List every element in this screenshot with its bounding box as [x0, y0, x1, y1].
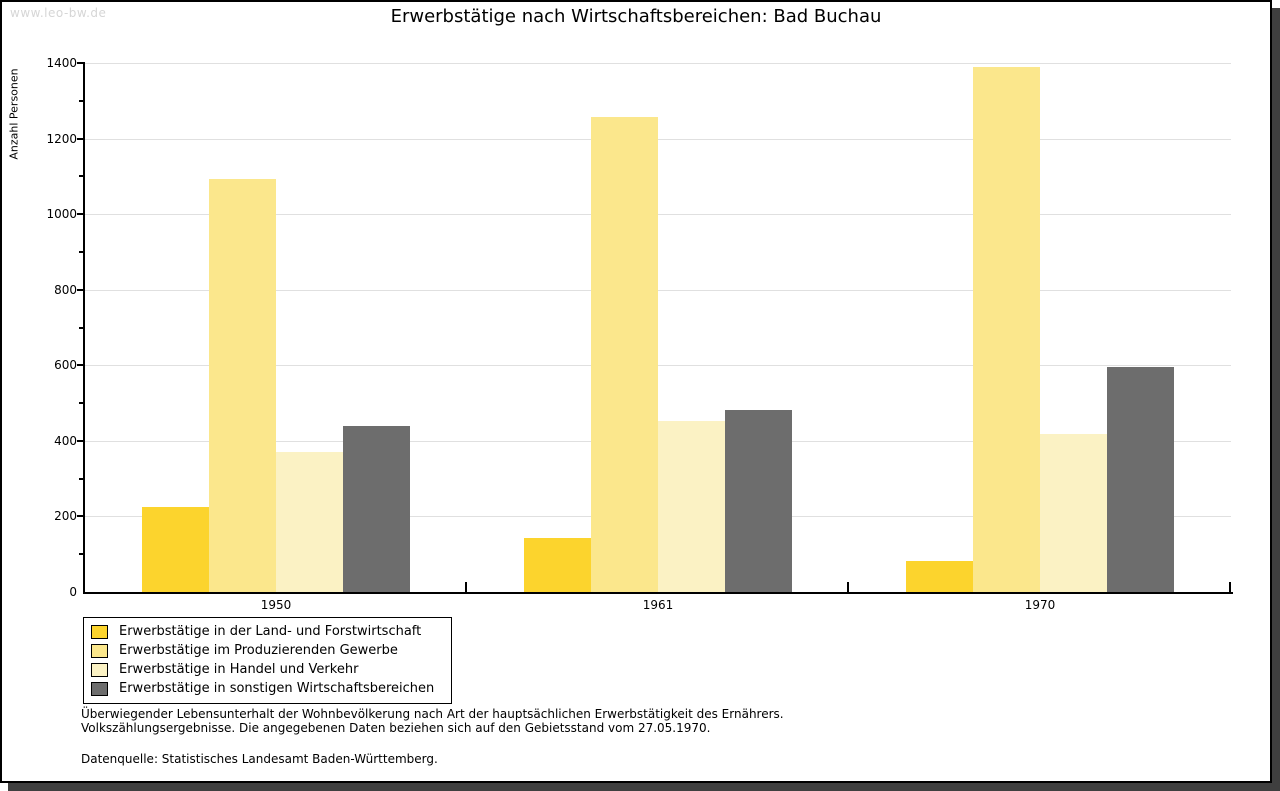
- gridline: [85, 63, 1231, 64]
- footnote-line-1: Überwiegender Lebensunterhalt der Wohnbe…: [81, 707, 784, 721]
- y-tick-major: [77, 364, 85, 367]
- gridline: [85, 289, 1231, 291]
- gridline: [85, 214, 1231, 216]
- bar: [524, 537, 591, 592]
- footnote-line-2: Volkszählungsergebnisse. Die angegebenen…: [81, 721, 711, 735]
- y-tick-major: [77, 439, 85, 442]
- legend-item: Erwerbstätige in sonstigen Wirtschaftsbe…: [84, 679, 451, 698]
- bar: [906, 560, 973, 592]
- watermark: www.leo-bw.de: [10, 6, 107, 20]
- y-tick-label: 400: [54, 433, 77, 448]
- page-shadow-right: [1272, 8, 1280, 791]
- bar: [591, 116, 658, 592]
- legend-label: Erwerbstätige in sonstigen Wirtschaftsbe…: [119, 681, 435, 696]
- x-tick: [465, 582, 467, 592]
- bar: [209, 179, 276, 592]
- footnote-source: Datenquelle: Statistisches Landesamt Bad…: [81, 752, 438, 766]
- bar: [1040, 434, 1107, 592]
- y-tick-minor: [79, 402, 83, 405]
- chart-title: Erwerbstätige nach Wirtschaftsbereichen:…: [390, 6, 882, 27]
- y-tick-major: [77, 515, 85, 518]
- legend-swatch: [91, 643, 108, 658]
- y-tick-label: 200: [54, 509, 77, 524]
- page-shadow-bottom: [8, 783, 1280, 791]
- legend-item: Erwerbstätige in der Land- und Forstwirt…: [84, 622, 451, 641]
- bar: [276, 451, 343, 592]
- y-axis-line: [83, 63, 85, 594]
- y-tick-major: [77, 62, 85, 64]
- bar: [658, 420, 725, 592]
- bar: [725, 409, 792, 592]
- y-tick-minor: [79, 477, 83, 480]
- x-tick: [847, 582, 849, 592]
- legend: Erwerbstätige in der Land- und Forstwirt…: [83, 617, 452, 704]
- bar: [1107, 366, 1174, 592]
- y-tick-label: 0: [69, 585, 77, 599]
- bar: [142, 506, 209, 592]
- y-tick-major: [77, 213, 85, 216]
- legend-label: Erwerbstätige im Produzierenden Gewerbe: [119, 643, 398, 658]
- gridline: [85, 138, 1231, 140]
- legend-label: Erwerbstätige in Handel und Verkehr: [119, 662, 359, 677]
- y-tick-label: 1000: [46, 207, 77, 222]
- y-tick-label: 1200: [46, 131, 77, 146]
- x-axis-line: [83, 592, 1233, 594]
- legend-swatch: [91, 681, 108, 696]
- y-tick-minor: [79, 99, 83, 102]
- footnotes: Überwiegender Lebensunterhalt der Wohnbe…: [81, 707, 784, 766]
- x-tick-label: 1961: [642, 598, 674, 612]
- y-tick-label: 800: [54, 282, 77, 297]
- gridline: [85, 365, 1231, 367]
- bar: [343, 426, 410, 592]
- legend-swatch: [91, 662, 108, 677]
- y-tick-major: [77, 137, 85, 140]
- legend-swatch: [91, 624, 108, 639]
- y-tick-minor: [79, 250, 83, 253]
- y-tick-label: 600: [54, 358, 77, 373]
- bar: [973, 67, 1040, 592]
- legend-label: Erwerbstätige in der Land- und Forstwirt…: [119, 624, 422, 639]
- plot-area: 0 200 400 600 800 1000 1200 1400 1950 1961 1970: [46, 56, 1233, 612]
- legend-item: Erwerbstätige im Produzierenden Gewerbe: [84, 641, 451, 660]
- x-tick-label: 1970: [1024, 598, 1056, 612]
- y-tick-minor: [79, 326, 83, 329]
- legend-item: Erwerbstätige in Handel und Verkehr: [84, 660, 451, 679]
- y-tick-label: 1400: [46, 56, 77, 70]
- x-tick-label: 1950: [260, 598, 292, 612]
- y-tick-major: [77, 288, 85, 291]
- x-tick: [1229, 582, 1231, 592]
- y-tick-minor: [79, 175, 83, 178]
- y-axis-title: Anzahl Personen: [7, 68, 21, 160]
- y-tick-minor: [79, 553, 83, 556]
